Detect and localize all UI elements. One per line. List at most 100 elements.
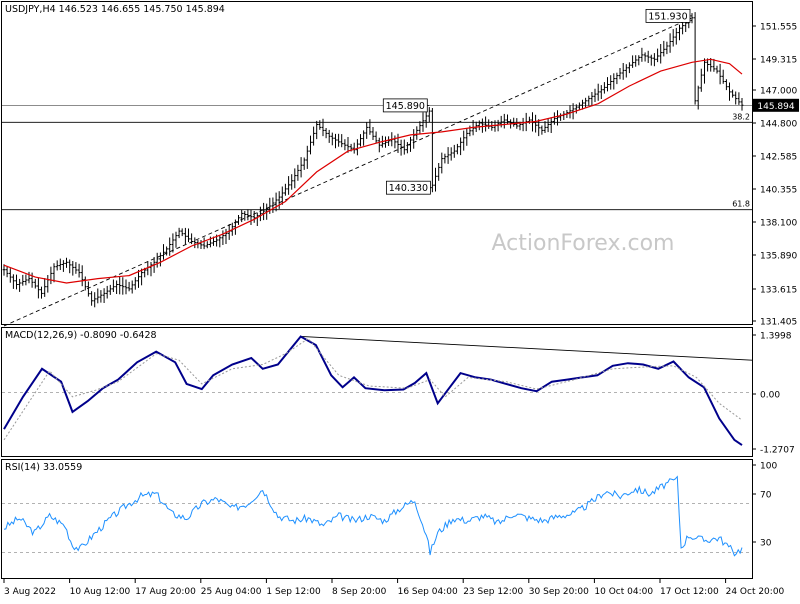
price-bar [2, 264, 6, 276]
price-bar [740, 98, 744, 111]
price-annotation-label-0: 151.930 [648, 11, 687, 22]
price-bar [224, 228, 228, 244]
price-bar [184, 227, 187, 245]
price-bar [290, 174, 294, 190]
x-tick-label: 1 Sep 12:00 [266, 587, 321, 597]
price-bar [415, 126, 419, 140]
price-bar [130, 280, 134, 294]
price-bar [30, 272, 34, 288]
macd-panel [1, 327, 753, 457]
macd-signal-line [3, 337, 743, 441]
price-bar [737, 92, 741, 105]
price-bar [481, 118, 484, 133]
price-bar [174, 231, 178, 248]
price-bar [609, 75, 613, 90]
price-bar [87, 281, 90, 297]
price-bar [287, 176, 290, 195]
price-bar [690, 13, 694, 24]
price-bar [268, 197, 272, 214]
price-title: USDJPY,H4 146.523 146.655 145.750 145.89… [5, 4, 225, 15]
price-bar [440, 152, 444, 174]
price-bar [27, 271, 31, 284]
price-bar [646, 50, 650, 63]
price-bar [37, 277, 40, 299]
price-bar [593, 88, 597, 102]
price-bar [553, 112, 556, 125]
price-bar [8, 268, 12, 283]
price-bar [653, 53, 656, 67]
price-bar [584, 97, 587, 108]
price-bar [362, 130, 365, 146]
price-bar [65, 257, 68, 268]
price-bar [512, 117, 516, 127]
fib-label-1: 61.8 [732, 200, 750, 209]
price-bar [43, 278, 47, 297]
price-bar [540, 125, 544, 135]
price-bar [299, 157, 303, 178]
price-bar [218, 235, 222, 248]
price-bar [537, 119, 541, 137]
price-bar [324, 128, 328, 139]
price-bar [581, 99, 584, 110]
price-bar [534, 114, 537, 133]
price-bar [662, 40, 666, 57]
price-bar [168, 237, 172, 256]
price-y-tick-label: 131.405 [760, 318, 797, 328]
price-bar [74, 262, 78, 274]
price-bar [365, 122, 369, 139]
price-bar [321, 118, 325, 137]
price-bar [477, 120, 481, 131]
x-tick-label: 23 Sep 12:00 [463, 587, 523, 597]
price-bar [115, 280, 118, 294]
price-bar [443, 153, 447, 164]
price-bar [252, 211, 256, 223]
price-y-tick-label: 151.555 [760, 23, 797, 33]
price-bar [668, 33, 672, 53]
price-bar [193, 237, 197, 249]
price-bar [12, 274, 15, 289]
price-bar [384, 136, 387, 148]
price-bar [628, 62, 631, 74]
price-bar [334, 133, 337, 149]
price-bar [162, 244, 165, 260]
price-bar [105, 285, 109, 299]
price-bar [190, 233, 193, 245]
price-y-tick-label: 138.100 [760, 219, 797, 229]
price-bar [330, 132, 334, 146]
price-bar [699, 68, 703, 92]
price-bar [5, 266, 9, 278]
rsi-y-tick-label: 70 [760, 491, 772, 501]
price-bar [615, 72, 619, 85]
price-bar [709, 58, 713, 72]
price-bar [221, 230, 225, 245]
price-bar [96, 288, 100, 304]
price-bar [83, 276, 87, 291]
price-bar [199, 240, 203, 249]
x-tick-label: 24 Oct 20:00 [726, 587, 785, 597]
price-bar [728, 82, 731, 101]
price-bar [312, 126, 315, 146]
price-bar [678, 24, 681, 41]
price-bar [118, 276, 122, 295]
x-tick-label: 30 Sep 20:00 [529, 587, 589, 597]
price-bar [696, 85, 700, 110]
price-panel [1, 1, 753, 325]
price-bar [102, 288, 106, 303]
price-bar [671, 29, 675, 47]
price-bar [374, 131, 378, 144]
price-bar [406, 142, 409, 154]
price-bar [665, 41, 669, 55]
rsi-y-tick-label: 100 [760, 462, 777, 472]
price-y-tick-label: 149.315 [760, 56, 797, 66]
current-price-label: 145.894 [757, 102, 794, 112]
price-y-tick-label: 133.615 [760, 286, 797, 296]
price-bar [643, 52, 647, 62]
price-bar [603, 82, 606, 94]
price-bar [578, 102, 581, 111]
price-bar [556, 110, 559, 126]
price-bar [721, 69, 725, 84]
macd-y-tick-label: -1.2707 [760, 446, 795, 456]
axes-layer: 151.555 149.315 147.000 144.800 142.585 140.3… [3, 23, 799, 597]
price-bar [596, 83, 600, 101]
price-y-tick-label: 140.355 [760, 186, 797, 196]
